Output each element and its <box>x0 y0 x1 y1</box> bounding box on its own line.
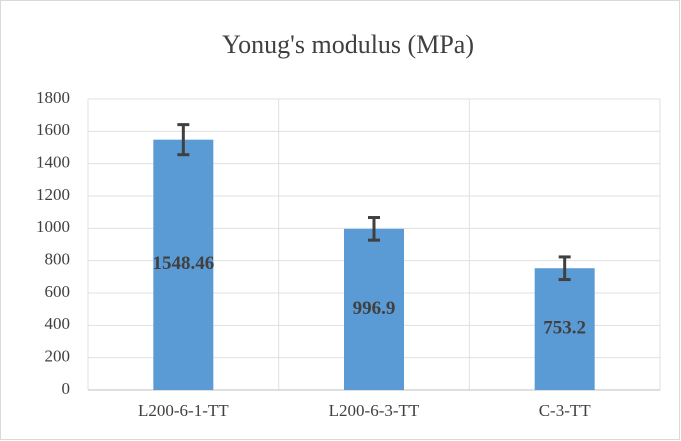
y-tick-label: 1600 <box>36 120 70 139</box>
x-tick-label: L200-6-1-TT <box>138 401 229 420</box>
bar <box>534 268 595 390</box>
x-tick-label: C-3-TT <box>539 401 592 420</box>
chart-title: Yonug's modulus (MPa) <box>222 30 474 59</box>
bar <box>153 139 214 390</box>
y-tick-label: 200 <box>45 347 71 366</box>
data-label: 996.9 <box>353 298 396 319</box>
data-label: 1548.46 <box>152 253 214 274</box>
y-tick-label: 1200 <box>36 185 70 204</box>
y-tick-label: 600 <box>45 282 71 301</box>
y-tick-label: 0 <box>62 379 71 398</box>
x-tick-label: L200-6-3-TT <box>329 401 420 420</box>
y-tick-label: 1400 <box>36 153 70 172</box>
data-label: 753.2 <box>543 317 586 338</box>
y-tick-label: 1800 <box>36 88 70 107</box>
y-tick-label: 800 <box>45 250 71 269</box>
y-tick-label: 400 <box>45 314 71 333</box>
y-tick-label: 1000 <box>36 217 70 236</box>
bar <box>344 228 404 390</box>
